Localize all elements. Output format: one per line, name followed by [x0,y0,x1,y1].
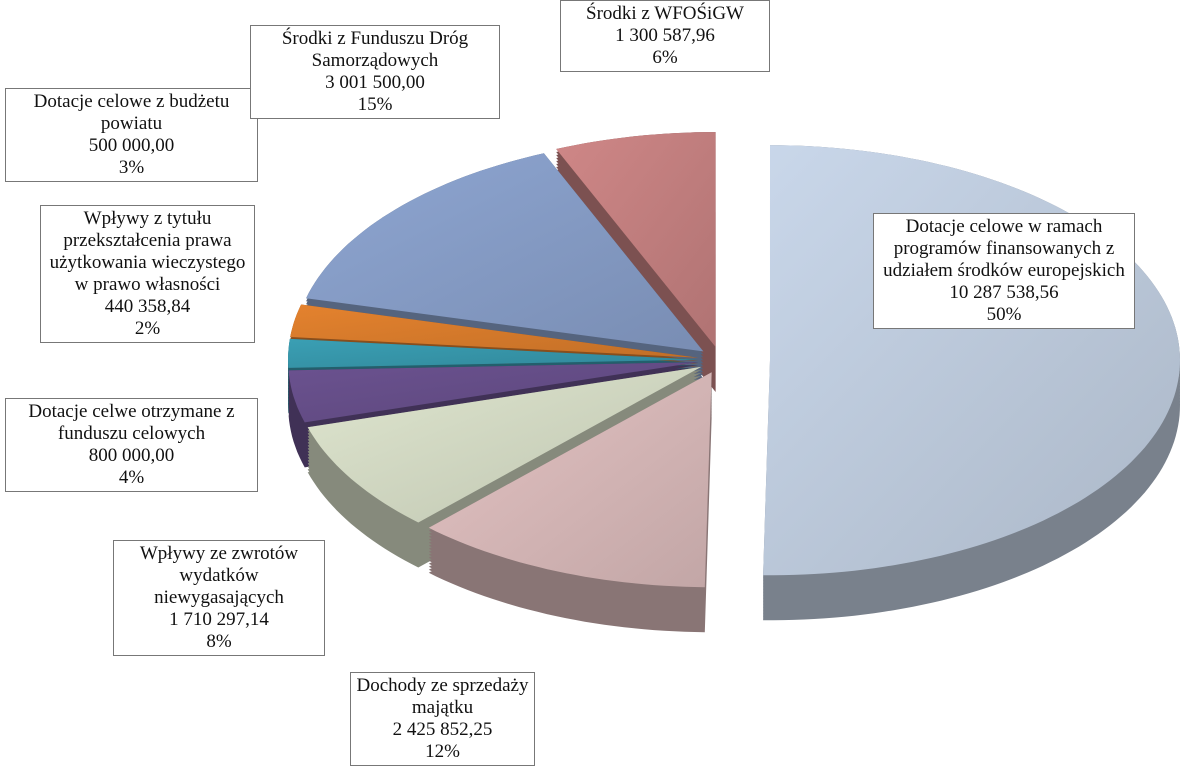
label-name: Dotacje celwe otrzymane z funduszu celow… [28,401,235,444]
data-label: Dotacje celowe z budżetu powiatu 500 000… [5,88,258,182]
slice [307,366,702,523]
label-percent: 6% [652,47,678,68]
data-label: Wpływy ze zwrotów wydatków niewygasający… [113,540,325,656]
label-percent: 3% [118,157,145,178]
slice [288,338,699,368]
label-percent: 2% [134,318,161,339]
label-name: Dotacje celowe w ramach programów finans… [883,216,1125,281]
label-value: 1 300 587,96 [615,25,715,46]
label-name: Środki z WFOŚiGW [586,3,744,24]
data-label: Dotacje celwe otrzymane z funduszu celow… [5,398,258,492]
label-value: 440 358,84 [104,296,191,317]
label-value: 10 287 538,56 [949,282,1059,303]
label-percent: 12% [425,741,460,762]
label-name: Dochody ze sprzedaży majątku [356,675,529,718]
label-value: 500 000,00 [88,135,175,156]
label-value: 800 000,00 [88,445,175,466]
slice [556,132,716,348]
label-percent: 8% [206,631,232,652]
label-name: Środki z Funduszu Dróg Samorządowych [281,28,469,71]
data-label: Wpływy z tytułu przekształcenia prawa uż… [40,205,255,343]
slice [288,362,699,423]
label-value: 3 001 500,00 [325,72,425,93]
label-name: Wpływy z tytułu przekształcenia prawa uż… [49,208,246,295]
slice [428,372,712,588]
data-label: Środki z WFOŚiGW 1 300 587,96 6% [560,0,770,72]
slice [306,153,704,352]
label-percent: 50% [986,304,1022,325]
label-value: 1 710 297,14 [169,609,269,630]
label-name: Dotacje celowe z budżetu powiatu [33,91,230,134]
label-value: 2 425 852,25 [392,719,493,740]
label-name: Wpływy ze zwrotów wydatków niewygasający… [139,543,299,608]
label-percent: 4% [118,467,145,488]
data-label: Dotacje celowe w ramach programów finans… [873,213,1135,329]
slice [290,304,699,358]
data-label: Dochody ze sprzedaży majątku 2 425 852,25… [350,672,535,766]
data-label: Środki z Funduszu Dróg Samorządowych 3 00… [250,25,500,119]
label-percent: 15% [357,94,393,115]
